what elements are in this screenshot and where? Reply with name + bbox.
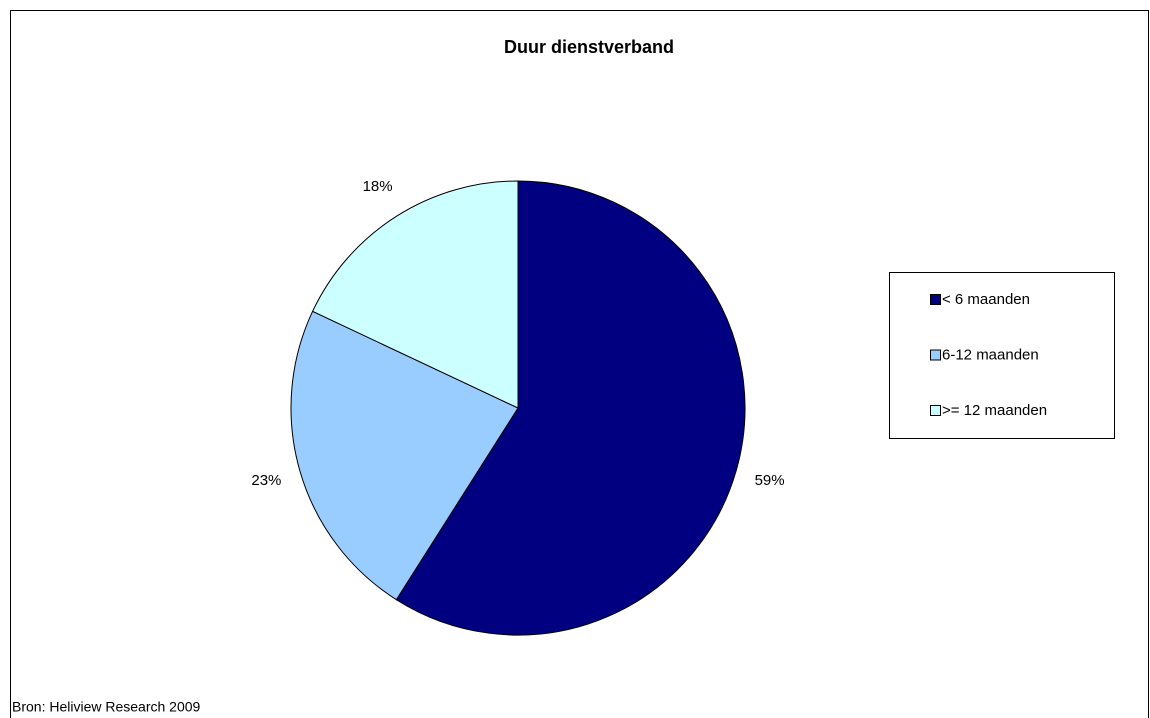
legend-label: < 6 maanden bbox=[942, 291, 1030, 308]
pie-slice bbox=[311, 180, 519, 409]
chart-title: Duur dienstverband bbox=[504, 37, 674, 57]
pie-slice bbox=[395, 180, 746, 636]
source-note: Bron: Heliview Research 2009 bbox=[12, 699, 201, 715]
data-label: 23% bbox=[251, 472, 281, 489]
legend-swatch bbox=[930, 405, 941, 416]
data-label: 18% bbox=[363, 178, 393, 195]
data-label: 59% bbox=[755, 472, 785, 489]
legend-label: >= 12 maanden bbox=[942, 402, 1047, 419]
legend-swatch bbox=[930, 349, 941, 361]
legend-label: 6-12 maanden bbox=[942, 346, 1039, 363]
pie-slice bbox=[290, 310, 519, 601]
legend-swatch bbox=[930, 294, 941, 305]
legend-box bbox=[889, 272, 1115, 439]
